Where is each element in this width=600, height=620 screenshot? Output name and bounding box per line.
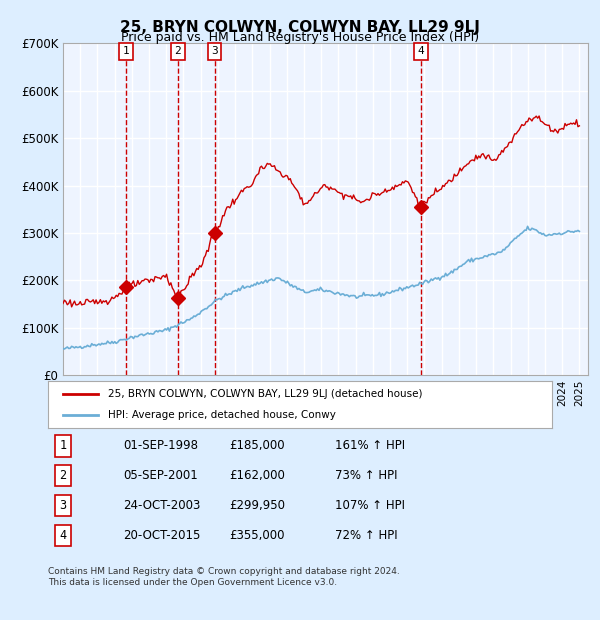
Text: £299,950: £299,950 — [229, 499, 285, 512]
Text: 161% ↑ HPI: 161% ↑ HPI — [335, 440, 406, 453]
Text: 24-OCT-2003: 24-OCT-2003 — [124, 499, 201, 512]
Text: 4: 4 — [418, 46, 424, 56]
Text: 3: 3 — [59, 499, 67, 512]
Text: 2: 2 — [59, 469, 67, 482]
Text: Contains HM Land Registry data © Crown copyright and database right 2024.: Contains HM Land Registry data © Crown c… — [48, 567, 400, 577]
Text: This data is licensed under the Open Government Licence v3.0.: This data is licensed under the Open Gov… — [48, 578, 337, 587]
Text: 3: 3 — [211, 46, 218, 56]
Text: 1: 1 — [59, 440, 67, 453]
Text: 72% ↑ HPI: 72% ↑ HPI — [335, 529, 398, 542]
Text: 73% ↑ HPI: 73% ↑ HPI — [335, 469, 398, 482]
Text: HPI: Average price, detached house, Conwy: HPI: Average price, detached house, Conw… — [109, 410, 337, 420]
Text: Price paid vs. HM Land Registry's House Price Index (HPI): Price paid vs. HM Land Registry's House … — [121, 31, 479, 44]
Text: 4: 4 — [59, 529, 67, 542]
Text: £355,000: £355,000 — [229, 529, 285, 542]
Text: 2: 2 — [175, 46, 181, 56]
Text: £185,000: £185,000 — [229, 440, 285, 453]
Text: 1: 1 — [123, 46, 130, 56]
Text: 107% ↑ HPI: 107% ↑ HPI — [335, 499, 405, 512]
Text: £162,000: £162,000 — [229, 469, 285, 482]
Text: 25, BRYN COLWYN, COLWYN BAY, LL29 9LJ: 25, BRYN COLWYN, COLWYN BAY, LL29 9LJ — [120, 20, 480, 35]
Text: 05-SEP-2001: 05-SEP-2001 — [124, 469, 199, 482]
Text: 01-SEP-1998: 01-SEP-1998 — [124, 440, 199, 453]
Text: 25, BRYN COLWYN, COLWYN BAY, LL29 9LJ (detached house): 25, BRYN COLWYN, COLWYN BAY, LL29 9LJ (d… — [109, 389, 423, 399]
Text: 20-OCT-2015: 20-OCT-2015 — [124, 529, 201, 542]
